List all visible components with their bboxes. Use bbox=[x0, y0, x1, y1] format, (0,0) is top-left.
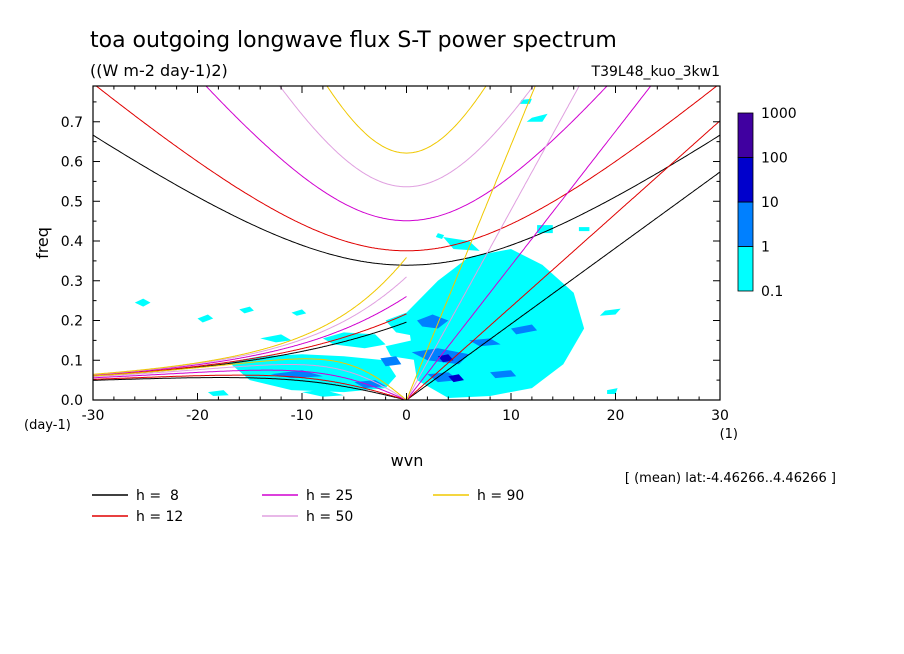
inertia-gravity-curve-3 bbox=[279, 86, 534, 188]
power-region-16 bbox=[526, 113, 548, 122]
x-unit-label: (1) bbox=[720, 427, 738, 442]
power-region-18 bbox=[607, 388, 618, 394]
power-region-8 bbox=[302, 389, 344, 397]
mrg-curve-2 bbox=[93, 296, 407, 376]
rossby-curve-1 bbox=[93, 374, 407, 400]
rossby-curve-0 bbox=[93, 377, 407, 400]
colorbar-segment-1 bbox=[737, 201, 754, 247]
mrg-curve-1 bbox=[93, 313, 407, 377]
power-region-7 bbox=[207, 390, 229, 396]
power-region-17 bbox=[599, 308, 621, 316]
power-region-0 bbox=[134, 298, 151, 307]
power-region-30 bbox=[448, 374, 464, 383]
power-region-13 bbox=[435, 233, 445, 239]
y-tick-label: 0.1 bbox=[61, 353, 83, 369]
footnote: [ (mean) lat:-4.46266..4.46266 ] bbox=[625, 471, 836, 486]
x-tick-label: 20 bbox=[607, 408, 625, 424]
x-tick-label: -20 bbox=[186, 408, 209, 424]
power-region-29 bbox=[437, 354, 454, 363]
x-tick-label: 0 bbox=[402, 408, 411, 424]
kelvin-curve-3 bbox=[406, 86, 580, 400]
colorbar-segment-0 bbox=[737, 246, 754, 292]
rossby-curve-2 bbox=[93, 369, 407, 400]
y-tick-label: 0.3 bbox=[61, 274, 83, 290]
power-region-12 bbox=[443, 237, 480, 251]
x-tick-label: -30 bbox=[82, 408, 105, 424]
power-region-6 bbox=[228, 354, 397, 393]
mrg-curve-4 bbox=[93, 257, 407, 375]
power-region-4 bbox=[260, 334, 292, 343]
legend-label: h = 90 bbox=[477, 488, 524, 504]
rossby-curve-3 bbox=[93, 364, 407, 400]
x-tick-label: 10 bbox=[502, 408, 520, 424]
inertia-gravity-curve-4 bbox=[326, 86, 487, 154]
chart-title: toa outgoing longwave flux S-T power spe… bbox=[90, 28, 617, 53]
legend-label: h = 50 bbox=[306, 509, 353, 525]
kelvin-curve-0 bbox=[406, 171, 720, 400]
rossby-curve-4 bbox=[93, 358, 407, 400]
power-region-27 bbox=[511, 324, 538, 335]
colorbar-segment-2 bbox=[737, 157, 754, 203]
y-unit-label: (day-1) bbox=[24, 418, 71, 433]
x-tick-label: -10 bbox=[291, 408, 314, 424]
axis-ticks: -30 -20 -10 0 10 20 30 0.0 0.1 0.2 0.3 0.4 0.5 0.6 0.7 bbox=[61, 86, 729, 424]
y-tick-label: 0.5 bbox=[61, 194, 83, 210]
x-axis-label: wvn bbox=[391, 451, 424, 470]
colorbar-label: 1000 bbox=[761, 106, 797, 122]
y-tick-label: 0.6 bbox=[61, 155, 83, 171]
y-tick-label: 0.7 bbox=[61, 115, 83, 131]
kelvin-curve-4 bbox=[406, 86, 536, 400]
y-tick-label: 0.0 bbox=[61, 393, 83, 409]
power-region-2 bbox=[239, 306, 254, 314]
kelvin-curve-2 bbox=[406, 86, 652, 400]
power-region-26 bbox=[490, 370, 517, 379]
colorbar-label: 10 bbox=[761, 195, 779, 211]
inertia-gravity-curve-0 bbox=[93, 134, 720, 266]
y-axis-label: freq bbox=[33, 227, 52, 259]
legend-label: h = 12 bbox=[136, 509, 183, 525]
inertia-gravity-curve-1 bbox=[95, 86, 718, 252]
power-region-22 bbox=[469, 338, 501, 347]
legend: h = 8 h = 12 h = 25 h = 50 h = 90 bbox=[92, 488, 524, 525]
y-tick-label: 0.4 bbox=[61, 234, 83, 250]
power-region-23 bbox=[354, 380, 386, 389]
power-region-5 bbox=[322, 332, 386, 349]
colorbar-label: 1 bbox=[761, 240, 770, 256]
legend-label: h = 25 bbox=[306, 488, 353, 504]
x-tick-label: 30 bbox=[711, 408, 729, 424]
colorbar-label: 100 bbox=[761, 151, 788, 167]
legend-label: h = 8 bbox=[136, 488, 179, 504]
power-region-28 bbox=[380, 356, 402, 367]
power-region-3 bbox=[291, 309, 307, 316]
dispersion-curves bbox=[93, 86, 720, 400]
run-label: T39L48_kuo_3kw1 bbox=[591, 64, 720, 80]
power-region-1 bbox=[197, 314, 214, 323]
chart-subtitle: ((W m-2 day-1)2) bbox=[90, 61, 228, 80]
colorbar: 0.1 1 10 100 1000 bbox=[737, 106, 797, 300]
inertia-gravity-curve-2 bbox=[205, 86, 608, 222]
colorbar-segment-3 bbox=[737, 112, 754, 158]
kelvin-curve-1 bbox=[406, 120, 720, 400]
y-tick-label: 0.2 bbox=[61, 314, 83, 330]
colorbar-label: 0.1 bbox=[761, 284, 783, 300]
power-region-15 bbox=[578, 227, 590, 232]
